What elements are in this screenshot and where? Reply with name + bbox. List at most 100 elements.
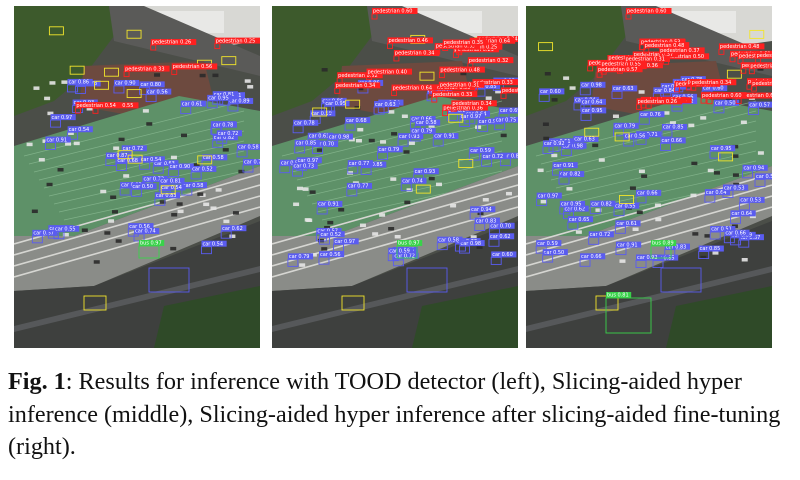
detection-label: car 0.61 [616,221,637,227]
car-shape [690,193,697,198]
car-shape [100,189,107,194]
detection-label-bg [500,152,518,159]
detection: car 0.74 [400,177,427,192]
detection-label-bg [347,160,373,167]
detection: car 0.98 [327,133,353,148]
detection-label-bg [451,100,497,107]
detection: car 0.91 [44,136,71,151]
detection-label-bg [722,184,749,191]
detection-label: car 0.62 [222,226,243,232]
detection-label: pedestrian 0.55 [601,61,640,67]
detection-label-bg [227,97,254,104]
detection [345,99,361,109]
car-shape [93,260,100,264]
detection-label: pedestrian 0.60 [627,9,666,15]
detection: car 0.63 [373,101,400,115]
detection: car 0.97 [459,113,485,127]
detection-label-bg [401,177,427,184]
detection-label-bg [442,104,488,111]
detection-label: car 0.72 [123,146,144,152]
car-shape [691,161,698,166]
detection-label-bg [415,119,441,126]
detection-label: pedestrian 0.48 [720,44,759,50]
detection-box [538,42,554,52]
detection-label: car 0.83 [476,218,497,224]
detection-label: car 0.73 [294,164,315,170]
car-shape [372,232,379,236]
detection-label: car 0.82 [214,135,235,141]
detection-box [341,295,365,311]
detection: car 0.85 [698,245,724,259]
detection: car 0.89 [227,97,254,112]
detection-label: pedestrian 0.34 [692,80,731,86]
car-shape [537,168,544,173]
detection-label-bg [434,42,481,49]
detection-label-bg [202,154,228,161]
car-shape [655,217,662,222]
car-shape [592,143,599,148]
car-shape [193,163,200,167]
detection-box [287,258,299,267]
detection-box [94,80,110,90]
detection-label: car 0.98 [329,134,350,140]
detection-box [117,150,133,160]
detection-label: pedestrian 0.31 [625,57,664,63]
car-shape [551,153,558,158]
detection: pedestrian 0.60 [700,92,747,104]
detection-label: car 0.62 [565,206,586,212]
detection-label: car 0.87 [107,153,128,159]
detection-box [127,154,143,164]
car-shape [566,187,573,191]
detection-label: car 0.62 [490,234,511,240]
detection-label-bg [413,168,439,175]
detection-label-bg [498,107,518,114]
detection [584,127,600,137]
detection-label: pedestrian 0.59 [431,85,470,91]
car-shape [692,232,699,236]
car-shape [707,168,714,173]
lane-mark [14,266,260,332]
detection: pedestrian 0.56 [171,63,218,75]
detection-label-bg [736,92,772,99]
detection-label: car 0.83 [156,193,177,199]
detection-label: car 0.52 [192,167,213,173]
detection: car 0.62 [220,225,247,239]
detection-label: pedestrian 0.33 [436,44,475,50]
detection: car 0.56 [318,251,345,265]
parking-stripe [58,170,245,213]
detection-label-bg [559,200,586,207]
detection-label: pedestrian 0.34 [395,51,434,57]
car-shape [380,140,387,144]
detection-label-bg [337,72,383,79]
detection: car 0.97 [477,118,503,132]
car-shape [324,225,331,230]
car-shape [348,137,355,142]
detection-label-bg [212,91,238,98]
detection: car 0.91 [316,200,343,215]
detection-label-bg [474,217,500,224]
detection: car 0.95 [323,100,350,114]
detection-label-bg [442,39,489,46]
detection-box [432,138,444,147]
detection: car 0.62 [488,233,515,247]
detection: car 0.59 [468,147,495,161]
detection: pedestrian 0.57 [596,66,643,78]
detection-box [67,131,79,140]
detection-label-bg [614,202,640,209]
car-shape [31,209,38,214]
detection-label-bg [345,117,371,124]
detection: car 0.64 [704,189,731,203]
detection: car 0.56 [145,88,172,103]
detection-label: car 0.83 [666,244,687,250]
detection [749,29,765,39]
detection: pedestrian 0.40 [366,68,413,81]
detection-label-bg [216,130,242,137]
detection-label: car 0.87 [662,84,683,90]
detection: car 0.53 [722,184,749,199]
detection-label-bg [32,229,58,236]
car-shape [310,253,317,257]
detection-label-bg [334,82,381,89]
detection-label-bg [410,115,436,122]
detection-label: car 0.74 [402,178,423,184]
detection-label-bg [698,245,724,252]
